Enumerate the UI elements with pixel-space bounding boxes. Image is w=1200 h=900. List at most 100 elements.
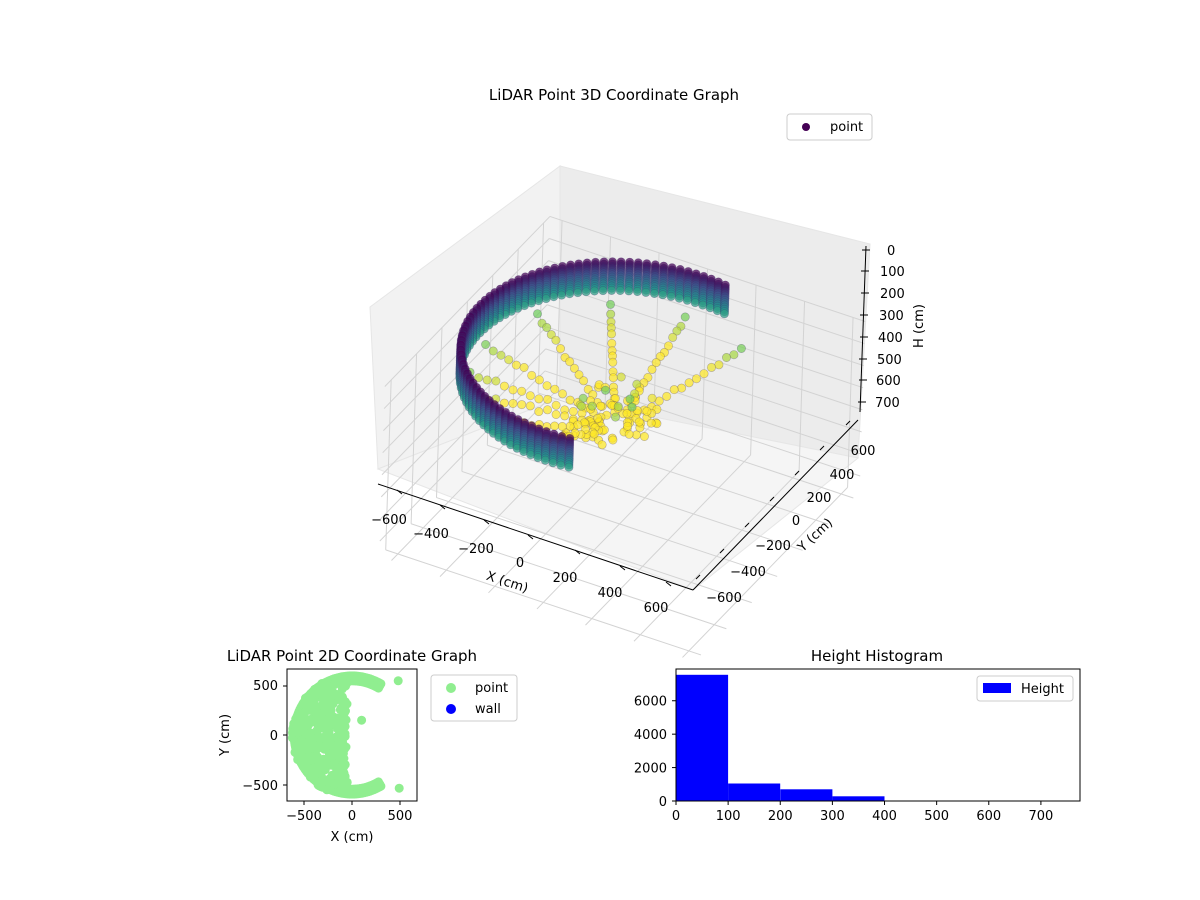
chart-3d-point xyxy=(649,288,659,298)
chart-3d-point xyxy=(527,370,537,380)
chart-2d-x-axis-label: X (cm) xyxy=(331,830,374,845)
chart-3d-point xyxy=(622,408,632,418)
chart-2d-point xyxy=(308,690,318,700)
chart-3d-point xyxy=(662,391,672,401)
chart-3d-point xyxy=(610,412,620,422)
grid-line xyxy=(380,348,547,520)
chart-3d-y-tick-label: 0 xyxy=(792,514,800,529)
chart-3d-h-tick-label: 600 xyxy=(876,374,901,389)
chart-2d-point xyxy=(317,713,327,723)
histogram-bar xyxy=(832,796,885,801)
chart-2d-point xyxy=(342,777,352,787)
chart-3d-point xyxy=(589,429,599,439)
chart-2d-point xyxy=(374,777,383,787)
chart-2d-x-tick-label: 0 xyxy=(348,809,356,824)
chart-2d: LiDAR Point 2D Coordinate Graph −500 0 5… xyxy=(218,647,518,845)
chart-3d-x-ticks: −600 −400 −200 0 200 400 600 xyxy=(371,489,672,616)
chart-2d-y-tick-label: 500 xyxy=(253,679,278,694)
chart-2d-legend-label-wall: wall xyxy=(475,702,501,717)
chart-3d-point xyxy=(565,357,575,367)
chart-3d-point xyxy=(719,309,729,319)
grid-line xyxy=(436,327,443,498)
grid-line xyxy=(556,220,563,391)
chart-3d-point xyxy=(542,322,552,332)
chart-2d-legend-marker-wall xyxy=(446,704,456,714)
chart-3d-title: LiDAR Point 3D Coordinate Graph xyxy=(489,86,739,104)
histogram-x-tick-label: 0 xyxy=(672,809,680,824)
chart-2d-point xyxy=(338,696,348,706)
chart-2d-point xyxy=(362,783,372,793)
chart-3d-point xyxy=(596,401,606,411)
chart-2d-point xyxy=(315,734,325,744)
chart-2d-point xyxy=(332,689,342,699)
grid-line xyxy=(847,317,854,488)
chart-2d-point xyxy=(316,759,326,769)
chart-2d-point xyxy=(320,679,330,689)
histogram-legend: Height xyxy=(976,675,1074,702)
grid-line xyxy=(410,523,727,630)
chart-3d-point xyxy=(587,401,597,411)
grid-line xyxy=(549,215,866,322)
chart-3d-point xyxy=(625,394,635,404)
grid-line xyxy=(546,326,862,433)
histogram-bar xyxy=(780,789,833,801)
chart-3d-legend: point xyxy=(786,113,873,141)
chart-3d-point xyxy=(525,391,535,401)
histogram-legend-label: Height xyxy=(1021,682,1064,697)
histogram-y-tick-label: 0 xyxy=(659,795,667,810)
chart-3d-point xyxy=(606,309,616,319)
chart-2d-point xyxy=(394,783,404,793)
chart-3d-point xyxy=(627,402,637,412)
grid-line xyxy=(379,370,546,542)
chart-3d-x-tick-label: 600 xyxy=(644,601,669,616)
chart-3d-point xyxy=(666,291,676,301)
chart-3d-point xyxy=(642,406,652,416)
histogram-x-tick-label: 700 xyxy=(1028,809,1053,824)
chart-histogram: Height Histogram 0 100 200 300 400 500 600 700 … xyxy=(634,647,1081,824)
chart-2d-point xyxy=(340,760,350,770)
chart-3d-point xyxy=(646,418,656,428)
histogram-bars xyxy=(676,674,1080,801)
chart-3d-point xyxy=(658,290,668,300)
chart-3d-point xyxy=(488,346,498,356)
histogram-x-tick-label: 500 xyxy=(924,809,949,824)
chart-3d-point xyxy=(565,289,575,299)
chart-3d-point xyxy=(691,374,701,384)
chart-2d-y-tick-label: −500 xyxy=(242,779,278,794)
chart-3d-point xyxy=(550,421,560,431)
chart-2d-point xyxy=(393,676,403,686)
chart-3d-point xyxy=(622,421,632,431)
chart-3d-point xyxy=(474,373,484,383)
chart-3d-point xyxy=(608,357,618,367)
chart-3d-point xyxy=(669,385,679,395)
grid-line xyxy=(385,379,392,550)
chart-3d-point xyxy=(550,384,560,394)
chart-3d-point xyxy=(534,407,544,417)
chart-3d-h-tick-label: 0 xyxy=(887,244,895,259)
chart-3d-h-axis-line xyxy=(859,245,867,413)
chart-3d-x-tick-label: −600 xyxy=(371,513,407,528)
grid-line xyxy=(380,326,547,498)
chart-3d-point xyxy=(557,389,567,399)
histogram-bar xyxy=(676,674,729,801)
chart-3d-h-tick-label: 500 xyxy=(877,353,902,368)
chart-3d-y-axis-line xyxy=(692,419,859,591)
histogram-y-ticks: 0 2000 4000 6000 xyxy=(634,695,676,810)
chart-2d-point xyxy=(308,752,317,762)
chart-3d-point xyxy=(551,335,561,345)
chart-3d-point xyxy=(560,411,570,421)
chart-3d-point xyxy=(608,435,618,445)
chart-3d-point xyxy=(624,429,634,439)
grid-line xyxy=(537,222,545,393)
chart-3d-point xyxy=(589,286,599,296)
chart-2d-point xyxy=(297,756,307,766)
chart-3d-point xyxy=(632,286,642,296)
chart-2d-point xyxy=(339,709,349,718)
chart-3d-y-ticks: −600 −400 −200 0 200 400 600 xyxy=(695,420,875,606)
chart-3d-point xyxy=(684,378,694,388)
chart-2d-point xyxy=(295,722,305,732)
chart-3d-point xyxy=(565,395,575,405)
chart-2d-point xyxy=(318,686,328,696)
chart-3d-point xyxy=(542,405,552,415)
